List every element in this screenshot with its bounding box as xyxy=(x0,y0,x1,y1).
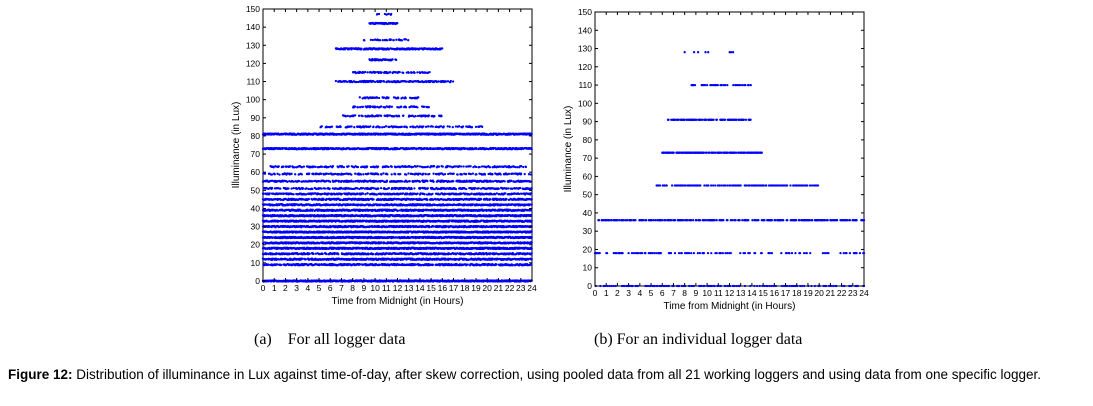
points-group xyxy=(261,12,533,283)
